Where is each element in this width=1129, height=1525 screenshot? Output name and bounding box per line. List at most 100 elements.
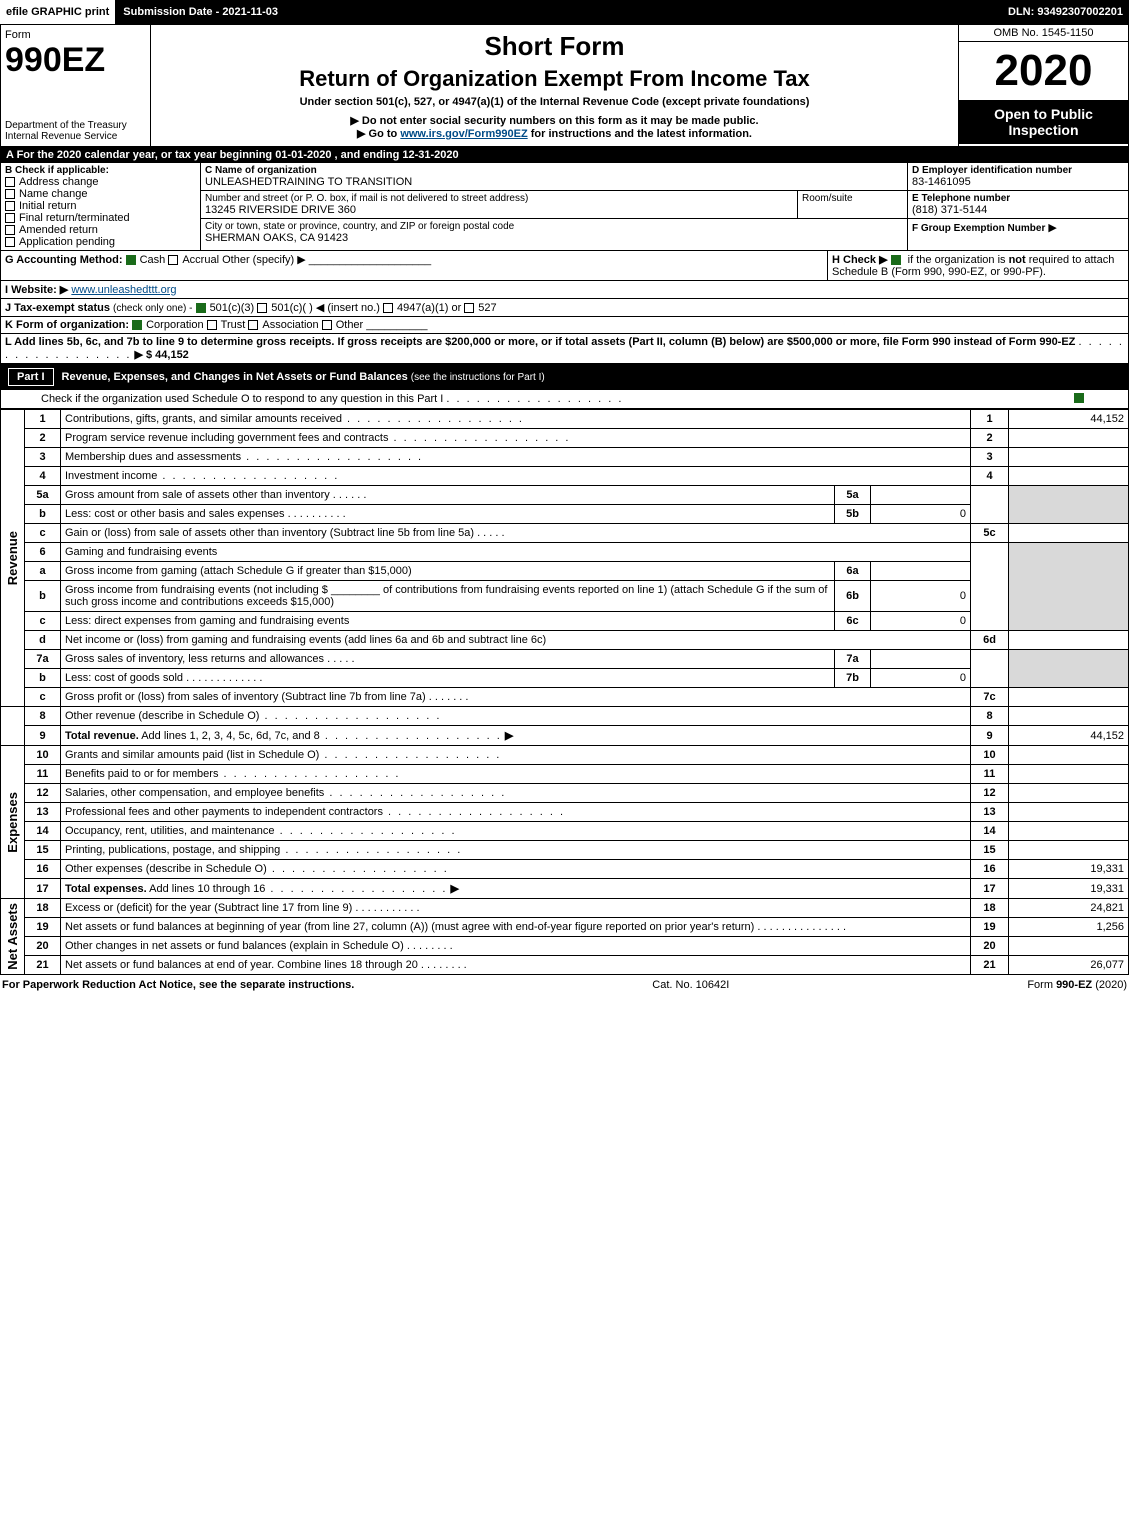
check-501c3[interactable] (196, 303, 206, 313)
line-h: H Check ▶ if the organization is not req… (828, 251, 1128, 280)
l11-amt (1009, 765, 1129, 784)
check-name-change[interactable] (5, 189, 15, 199)
l17-amt: 19,331 (1009, 879, 1129, 899)
l14-ref: 14 (971, 822, 1009, 841)
check-527[interactable] (464, 303, 474, 313)
l21-amt: 26,077 (1009, 956, 1129, 975)
check-501c[interactable] (257, 303, 267, 313)
check-final-return[interactable] (5, 213, 15, 223)
l3-ref: 3 (971, 448, 1009, 467)
l5a-num: 5a (25, 486, 61, 505)
form-number: 990EZ (5, 41, 146, 80)
l7c-amt (1009, 688, 1129, 707)
l13-text: Professional fees and other payments to … (65, 806, 383, 818)
box-c: C Name of organization UNLEASHEDTRAINING… (201, 163, 908, 250)
form-word: Form (5, 29, 146, 41)
l16-ref: 16 (971, 860, 1009, 879)
short-form-title: Short Form (157, 31, 952, 62)
l21-ref: 21 (971, 956, 1009, 975)
l7b-text: Less: cost of goods sold (65, 672, 183, 684)
l19-num: 19 (25, 918, 61, 937)
l15-text: Printing, publications, postage, and shi… (65, 844, 280, 856)
check-corp[interactable] (132, 320, 142, 330)
goto-link[interactable]: www.irs.gov/Form990EZ (400, 128, 527, 140)
check-application-pending[interactable] (5, 237, 15, 247)
l7a-text: Gross sales of inventory, less returns a… (65, 653, 324, 665)
check-assoc[interactable] (248, 320, 258, 330)
opt-4947: 4947(a)(1) or (397, 302, 461, 314)
l6d-ref: 6d (971, 631, 1009, 650)
efile-print-label[interactable]: efile GRAPHIC print (0, 0, 115, 24)
l5a-subamt (871, 486, 971, 505)
opt-amended-return: Amended return (19, 224, 98, 236)
footer-left: For Paperwork Reduction Act Notice, see … (2, 979, 354, 991)
line-h-label: H Check ▶ (832, 254, 888, 266)
part-i-title: Revenue, Expenses, and Changes in Net As… (62, 371, 408, 383)
line-i-label: I Website: ▶ (5, 284, 68, 296)
l18-num: 18 (25, 899, 61, 918)
period-line-a: A For the 2020 calendar year, or tax yea… (0, 147, 1129, 163)
l8-amt (1009, 707, 1129, 726)
l19-text: Net assets or fund balances at beginning… (65, 921, 754, 933)
l5a-sub: 5a (835, 486, 871, 505)
l10-num: 10 (25, 746, 61, 765)
check-other-org[interactable] (322, 320, 332, 330)
l13-ref: 13 (971, 803, 1009, 822)
l6-text: Gaming and fundraising events (65, 546, 217, 558)
part-i-header: Part I Revenue, Expenses, and Changes in… (0, 364, 1129, 390)
part-i-check-text: Check if the organization used Schedule … (41, 393, 443, 405)
l1-ref: 1 (971, 410, 1009, 429)
check-trust[interactable] (207, 320, 217, 330)
l16-amt: 19,331 (1009, 860, 1129, 879)
city-label: City or town, state or province, country… (205, 221, 903, 232)
check-amended-return[interactable] (5, 225, 15, 235)
l5b-text: Less: cost or other basis and sales expe… (65, 508, 285, 520)
l19-ref: 19 (971, 918, 1009, 937)
l5c-text: Gain or (loss) from sale of assets other… (65, 527, 474, 539)
row-k: K Form of organization: Corporation Trus… (0, 317, 1129, 334)
l6b-num: b (25, 581, 61, 612)
ein-value: 83-1461095 (912, 176, 1124, 188)
check-4947[interactable] (383, 303, 393, 313)
subtitle: Under section 501(c), 527, or 4947(a)(1)… (157, 96, 952, 108)
box-f-label: F Group Exemption Number (912, 223, 1045, 234)
l13-num: 13 (25, 803, 61, 822)
website-link[interactable]: www.unleashedttt.org (71, 284, 176, 296)
line-j-label: J Tax-exempt status (5, 302, 110, 314)
check-cash[interactable] (126, 255, 136, 265)
l20-amt (1009, 937, 1129, 956)
l9-num: 9 (25, 726, 61, 746)
opt-501c: 501(c)( ) ◀ (insert no.) (271, 302, 380, 314)
opt-initial-return: Initial return (19, 200, 76, 212)
opt-accrual: Accrual (182, 254, 219, 266)
l16-text: Other expenses (describe in Schedule O) (65, 863, 267, 875)
footer: For Paperwork Reduction Act Notice, see … (0, 975, 1129, 995)
header-center: Short Form Return of Organization Exempt… (151, 25, 958, 146)
l6a-text: Gross income from gaming (attach Schedul… (65, 565, 412, 577)
check-h[interactable] (891, 255, 901, 265)
section-revenue: Revenue (5, 531, 20, 585)
check-initial-return[interactable] (5, 201, 15, 211)
check-address-change[interactable] (5, 177, 15, 187)
box-f-arrow: ▶ (1048, 222, 1056, 234)
l6c-sub: 6c (835, 612, 871, 631)
l8-ref: 8 (971, 707, 1009, 726)
opt-name-change: Name change (19, 188, 88, 200)
l2-ref: 2 (971, 429, 1009, 448)
l4-num: 4 (25, 467, 61, 486)
check-accrual[interactable] (168, 255, 178, 265)
l9-text: Total revenue. (65, 730, 139, 742)
ssn-warning: ▶ Do not enter social security numbers o… (157, 114, 952, 127)
l7b-subamt: 0 (871, 669, 971, 688)
footer-right: Form 990-EZ (2020) (1027, 979, 1127, 991)
l9-ref: 9 (971, 726, 1009, 746)
l8-num: 8 (25, 707, 61, 726)
l4-ref: 4 (971, 467, 1009, 486)
check-schedule-o[interactable] (1074, 393, 1084, 403)
l11-num: 11 (25, 765, 61, 784)
opt-application-pending: Application pending (19, 236, 115, 248)
l6b-subamt: 0 (871, 581, 971, 612)
l4-text: Investment income (65, 470, 157, 482)
l9-text2: Add lines 1, 2, 3, 4, 5c, 6d, 7c, and 8 (139, 730, 320, 742)
l18-amt: 24,821 (1009, 899, 1129, 918)
